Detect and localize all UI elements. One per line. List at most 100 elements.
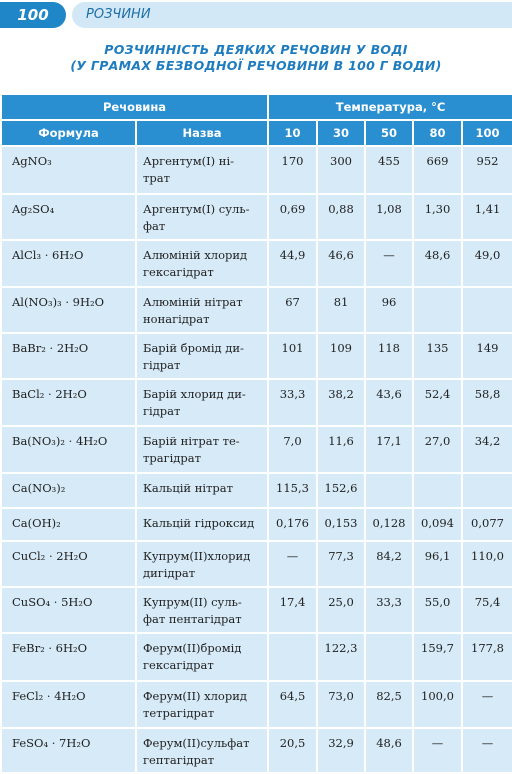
formula-cell: Ag₂SO₄: [0, 193, 137, 241]
formula-cell: BaCl₂ · 2H₂O: [0, 378, 137, 427]
formula-cell: CuCl₂ · 2H₂O: [0, 540, 137, 588]
solubility-cell: 152,6: [316, 472, 367, 509]
solubility-cell: 0,128: [364, 507, 415, 542]
formula-cell: AgNO₃: [0, 145, 137, 195]
solubility-cell: 1,41: [461, 193, 512, 241]
name-cell: Купрум(ІІ)хлорид дигідрат: [134, 540, 270, 588]
solubility-cell: 77,3: [316, 540, 367, 588]
solubility-cell: 669: [412, 145, 464, 195]
name-cell: Аргентум(І) суль- фат: [134, 193, 270, 241]
solubility-cell: 43,6: [364, 378, 415, 427]
table-row: Ag₂SO₄ Аргентум(І) суль- фат 0,69 0,88 1,08 1…: [0, 193, 512, 241]
solubility-cell: 110,0: [461, 540, 512, 588]
page-number: 100: [0, 2, 66, 28]
formula-cell: FeSO₄ · 7H₂O: [0, 727, 137, 774]
solubility-cell: 48,6: [412, 239, 464, 288]
solubility-cell: 49,0: [461, 239, 512, 288]
name-cell: Алюміній нітрат нонагідрат: [134, 286, 270, 334]
solubility-cell: 17,4: [267, 586, 319, 634]
solubility-cell: 64,5: [267, 680, 319, 729]
solubility-cell: 455: [364, 145, 415, 195]
solubility-cell: [412, 286, 464, 334]
solubility-cell: 300: [316, 145, 367, 195]
table-row: Ba(NO₃)₂ · 4H₂O Барій нітрат те- трагідра…: [0, 425, 512, 474]
table-row: BaCl₂ · 2H₂O Барій хлорид ди- гідрат 33,3 3…: [0, 378, 512, 427]
solubility-cell: 170: [267, 145, 319, 195]
solubility-cell: 0,077: [461, 507, 512, 542]
name-cell: Барій хлорид ди- гідрат: [134, 378, 270, 427]
solubility-cell: 952: [461, 145, 512, 195]
group-header: Температура, °С: [267, 93, 512, 121]
name-cell: Аргентум(І) ні- трат: [134, 145, 270, 195]
solubility-cell: 7,0: [267, 425, 319, 474]
column-header: Формула: [0, 119, 137, 147]
solubility-cell: 48,6: [364, 727, 415, 774]
table-row: FeBr₂ · 6H₂O Ферум(ІІ)бромід гексагідрат 1…: [0, 632, 512, 682]
solubility-cell: 101: [267, 332, 319, 380]
solubility-cell: 1,08: [364, 193, 415, 241]
table-row: CuSO₄ · 5H₂O Купрум(ІІ) суль- фат пентагі…: [0, 586, 512, 634]
solubility-cell: 32,9: [316, 727, 367, 774]
table-row: Ca(NO₃)₂ Кальцій нітрат 115,3 152,6: [0, 472, 512, 509]
table-row: AgNO₃ Аргентум(І) ні- трат 170 300 455 669 952: [0, 145, 512, 195]
solubility-cell: 177,8: [461, 632, 512, 682]
column-header: 50: [364, 119, 415, 147]
solubility-cell: 118: [364, 332, 415, 380]
name-cell: Кальцій нітрат: [134, 472, 270, 509]
group-header-row: Речовина Температура, °С: [0, 93, 512, 121]
column-header: Назва: [134, 119, 270, 147]
title-line: (У ГРАМАХ БЕЗВОДНОЇ РЕЧОВИНИ В 100 Г ВОД…: [70, 58, 442, 73]
formula-cell: AlCl₃ · 6H₂O: [0, 239, 137, 288]
formula-cell: Al(NO₃)₃ · 9H₂O: [0, 286, 137, 334]
solubility-cell: 73,0: [316, 680, 367, 729]
column-header: 10: [267, 119, 319, 147]
solubility-cell: [461, 286, 512, 334]
solubility-cell: —: [461, 727, 512, 774]
solubility-cell: 0,69: [267, 193, 319, 241]
solubility-cell: 38,2: [316, 378, 367, 427]
solubility-cell: 33,3: [267, 378, 319, 427]
table-row: BaBr₂ · 2H₂O Барій бромід ди- гідрат 101 10…: [0, 332, 512, 380]
solubility-cell: 109: [316, 332, 367, 380]
table-row: Al(NO₃)₃ · 9H₂O Алюміній нітрат нонагідра…: [0, 286, 512, 334]
formula-cell: Ca(NO₃)₂: [0, 472, 137, 509]
solubility-cell: 96,1: [412, 540, 464, 588]
name-cell: Ферум(ІІ) хлорид тетрагідрат: [134, 680, 270, 729]
solubility-cell: [364, 632, 415, 682]
solubility-cell: [461, 472, 512, 509]
formula-cell: CuSO₄ · 5H₂O: [0, 586, 137, 634]
solubility-cell: 75,4: [461, 586, 512, 634]
solubility-cell: 33,3: [364, 586, 415, 634]
solubility-cell: 115,3: [267, 472, 319, 509]
solubility-cell: 25,0: [316, 586, 367, 634]
column-header-row: Формула Назва 10 30 50 80 100: [0, 119, 512, 147]
solubility-cell: 84,2: [364, 540, 415, 588]
solubility-cell: 0,176: [267, 507, 319, 542]
solubility-cell: 44,9: [267, 239, 319, 288]
formula-cell: FeCl₂ · 4H₂O: [0, 680, 137, 729]
name-cell: Купрум(ІІ) суль- фат пентагідрат: [134, 586, 270, 634]
column-header: 30: [316, 119, 367, 147]
section-title: РОЗЧИНИ: [72, 2, 512, 28]
solubility-cell: 159,7: [412, 632, 464, 682]
solubility-cell: 11,6: [316, 425, 367, 474]
group-header: Речовина: [0, 93, 270, 121]
solubility-cell: 0,88: [316, 193, 367, 241]
formula-cell: FeBr₂ · 6H₂O: [0, 632, 137, 682]
solubility-cell: 82,5: [364, 680, 415, 729]
table-row: FeCl₂ · 4H₂O Ферум(ІІ) хлорид тетрагідрат…: [0, 680, 512, 729]
solubility-cell: 34,2: [461, 425, 512, 474]
formula-cell: BaBr₂ · 2H₂O: [0, 332, 137, 380]
table-row: Ca(OH)₂ Кальцій гідроксид 0,176 0,153 0,128 0…: [0, 507, 512, 542]
solubility-cell: [364, 472, 415, 509]
solubility-cell: 1,30: [412, 193, 464, 241]
solubility-cell: 55,0: [412, 586, 464, 634]
solubility-cell: 27,0: [412, 425, 464, 474]
solubility-cell: 122,3: [316, 632, 367, 682]
solubility-cell: 0,094: [412, 507, 464, 542]
formula-cell: Ba(NO₃)₂ · 4H₂O: [0, 425, 137, 474]
solubility-cell: 96: [364, 286, 415, 334]
title-line: РОЗЧИННІСТЬ ДЕЯКИХ РЕЧОВИН У ВОДІ: [104, 42, 408, 57]
solubility-cell: 20,5: [267, 727, 319, 774]
